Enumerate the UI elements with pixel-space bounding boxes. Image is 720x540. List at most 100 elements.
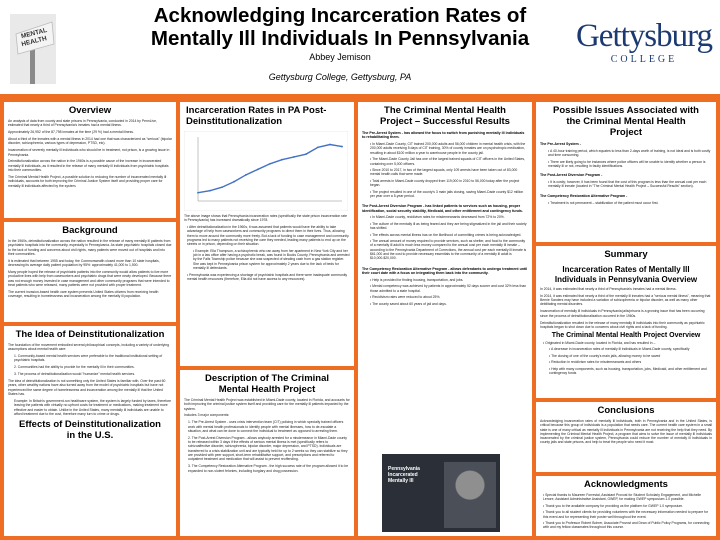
project-result-item: In Miami-Dade county, recidivism rates f… (370, 215, 528, 219)
issues-title-line2: the Criminal Mental Health (566, 116, 686, 127)
project-group-heading: The Pre-Arrest System - has allowed the … (362, 131, 525, 140)
project-result-item: The county saved about 60 years of jail … (370, 302, 528, 306)
project-result-item: Mental competency was achieved by patien… (370, 284, 528, 293)
project-group-heading: The Post-Arrest Diversion Program - has … (362, 204, 523, 213)
description-component: 3. The Competency Restoration Alternativ… (188, 464, 349, 473)
idea-paragraph: Example: In Britain's government-run hea… (14, 398, 172, 416)
issues-item: There are likely going to be instances w… (548, 160, 712, 169)
idea-body: The foundation of the movement embodied … (8, 343, 172, 416)
book-title-line3: Mentally Ill (388, 478, 414, 484)
overview-title: Overview (68, 105, 112, 116)
project-result-item: Since 2010 to 2017, in two of the larges… (370, 168, 528, 177)
background-title: Background (62, 225, 118, 236)
overview-paragraph: An analysis of data from county and stat… (8, 119, 157, 128)
summary-subtitle: Incarceration Rates of Mentally Ill Indi… (540, 265, 712, 284)
mental-health-sign: MENTAL HEALTH (10, 14, 56, 84)
description-title-line1: Description of The Criminal (204, 373, 330, 384)
issues-body: The Pre-Arrest System - A 40-hour traini… (540, 142, 712, 205)
college-logo-subtitle: COLLEGE (610, 54, 678, 65)
background-paragraph: In the 1960s, deinstitutionalization acr… (8, 239, 172, 256)
project-result-item: The culture of the mentally ill as being… (370, 222, 528, 231)
effects-title: Effects of Deinstitutionalization in the… (8, 419, 172, 441)
idea-item: 1. Community-based mental health service… (14, 354, 163, 363)
sign-post (30, 48, 35, 84)
idea-item: 2. Communities had the ability to provid… (14, 365, 135, 370)
chart-marks (197, 143, 343, 194)
background-paragraph: Many people hoped the release of psychia… (8, 269, 172, 287)
project-result-item: Help is provided for finding housing, tr… (370, 278, 528, 282)
project-result-item: Recidivism rates were reduced to about 2… (370, 295, 528, 299)
overview-panel: Overview An analysis of data from county… (4, 102, 176, 218)
issues-item: A 40-hour training period, which equates… (548, 149, 712, 158)
chart-panel: Incarceration Rates in PA Post- Deinstit… (180, 102, 354, 366)
overview-paragraph: About a third of the inmates with a ment… (8, 137, 172, 146)
description-includes: Includes 3 major components: (184, 413, 230, 418)
issues-group-heading: The Post-Arrest Diversion Program - (540, 173, 603, 178)
book-title-line2: Incarcerated (388, 472, 418, 478)
conclusions-panel: Conclusions Acknowledging incarceration … (536, 402, 716, 472)
chart-section-title: Incarceration Rates in PA Post- Deinstit… (184, 105, 350, 127)
summary-paragraph: Deinstitutionalization resulted in the r… (540, 320, 705, 329)
acknowledgment-item: Thank you to Professor Robert Bohrer, As… (543, 521, 712, 530)
acknowledgment-item: Special thanks to Maureen Forrestal, Ass… (543, 493, 712, 502)
description-title-line2: Mental Health Project (218, 384, 316, 395)
project-results-title-line1: The Criminal Mental Health (384, 105, 506, 116)
project-result-item: In Miami-Dade County, CIT trained 200,00… (370, 142, 528, 155)
issues-group-heading: The Pre-Arrest System - (540, 142, 581, 146)
summary-item: Help with many components, such as housi… (543, 367, 712, 376)
overview-paragraph: Incarceration of severely mentally ill i… (8, 148, 170, 157)
summary-paragraph: In 2014, it was estimated that nearly a … (540, 293, 711, 307)
description-panel: Description of The Criminal Mental Healt… (180, 370, 354, 536)
acknowledgment-item: Thank you to all student clients for pro… (543, 510, 712, 519)
summary-paragraph: In 2014, it was estimated that nearly a … (540, 287, 677, 291)
poster-title: Acknowledging Incarceration Rates of Men… (120, 4, 560, 50)
description-title: Description of The Criminal Mental Healt… (184, 373, 350, 395)
chart-section-point: After deinstitutionalization in the 1960… (187, 225, 350, 246)
chart-point (245, 173, 247, 176)
sign-board (15, 21, 55, 55)
acknowledgment-item: Thank you to the available company for p… (543, 504, 712, 508)
description-component: 1. The Pre-Arrest System - uses crisis i… (188, 420, 344, 433)
project-group-heading: The Competency Restoration Alternative P… (362, 266, 528, 275)
poster-affiliation: Gettysburg College, Gettysburg, PA (268, 72, 412, 82)
poster-title-line2: Mentally Ill Individuals In Pennsylvania (150, 27, 530, 50)
chart-section-body: The above image shows that Pennsylvania … (184, 214, 350, 281)
summary-subtitle-line1: Incarceration Rates of Mentally Ill (562, 265, 690, 274)
book-title-line1: Pennsylvania (388, 466, 420, 472)
project-result-item: The Miami-Dade County Jail has one of th… (370, 157, 528, 166)
acknowledgments-body: Special thanks to Maureen Forrestal, Ass… (540, 493, 712, 530)
chart-point (329, 143, 331, 146)
book-cover-image: Pennsylvania Incarcerated Mentally Ill (382, 454, 500, 532)
issues-title-line3: Project (609, 127, 643, 138)
chart-frame (184, 131, 348, 211)
chart-point (281, 158, 283, 161)
summary-item: Reduction in recidivism rates for misdem… (543, 360, 712, 364)
project-results-panel: The Criminal Mental Health Project – Suc… (358, 102, 532, 536)
poster-author: Abbey Jemison (309, 52, 371, 62)
description-body: The Criminal Mental Health Project was e… (184, 398, 350, 473)
chart-point (269, 162, 271, 165)
effects-title-line1: Effects of Deinstitutionalization (19, 419, 161, 431)
chart-point (317, 146, 319, 149)
overview-paragraph: Deinstitutionalization across the nation… (8, 159, 169, 173)
project-result-item: The project resulted in one of the count… (370, 190, 528, 199)
chart-point (197, 191, 199, 194)
poster-header: MENTAL HEALTH Acknowledging Incarceratio… (0, 0, 720, 94)
book-cover-photo (444, 462, 496, 528)
book-cover-title: Pennsylvania Incarcerated Mentally Ill (388, 466, 444, 484)
background-paragraph: It is estimated that between 1955 and to… (8, 258, 160, 268)
college-logo-wordmark: Gettysburg (575, 18, 713, 54)
acknowledgments-title: Acknowledgments (584, 479, 668, 490)
chart-section-point: Pennsylvania was experiencing a shortage… (187, 273, 350, 282)
summary-panel: Summary Incarceration Rates of Mentally … (536, 246, 716, 398)
chart-caption: The above image shows that Pennsylvania … (184, 214, 348, 223)
chart-section-title-line2: Deinstitutionalization (186, 116, 283, 127)
idea-intro: The foundation of the movement embodied … (8, 343, 169, 352)
issues-panel: Possible Issues Associated with the Crim… (536, 102, 716, 242)
chart-point (293, 156, 295, 158)
background-panel: Background In the 1960s, deinstitutional… (4, 222, 176, 322)
summary-title: Summary (604, 249, 648, 260)
summary-body: In 2014, it was estimated that nearly a … (540, 287, 712, 329)
chart-point (257, 168, 259, 171)
summary-item: Originated in Miami-Dade county, located… (543, 341, 712, 345)
